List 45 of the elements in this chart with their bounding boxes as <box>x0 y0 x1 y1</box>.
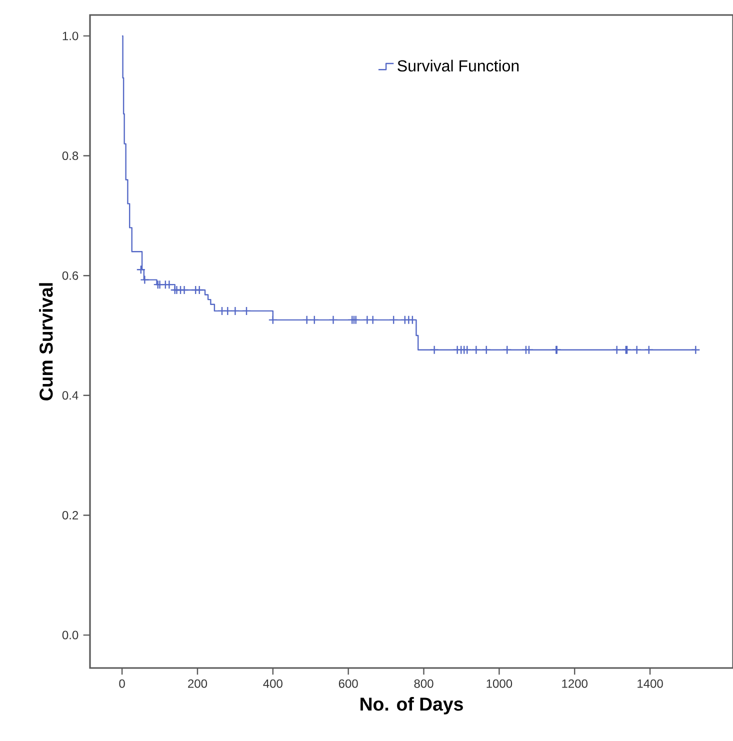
point <box>136 265 146 274</box>
point <box>230 306 240 316</box>
y-tick-label: 0.8 <box>62 152 78 160</box>
point <box>362 315 372 325</box>
point <box>242 306 252 316</box>
point <box>302 315 312 325</box>
x-tick-label: 1200 <box>562 679 588 688</box>
legend-label: Survival Function <box>398 60 519 72</box>
point <box>155 280 164 290</box>
y-tick-label: 0.2 <box>62 510 78 520</box>
point <box>328 315 338 325</box>
y-tick-label: 0.4 <box>62 391 78 400</box>
point <box>632 345 642 354</box>
point <box>482 345 491 354</box>
point <box>408 315 418 325</box>
point <box>430 345 439 354</box>
x-tick-label: 1400 <box>638 679 663 688</box>
x-tick-label: 400 <box>263 679 282 688</box>
point <box>691 345 700 354</box>
point <box>388 315 398 325</box>
point <box>368 315 378 325</box>
point <box>180 285 189 295</box>
point <box>268 315 278 325</box>
point <box>462 345 472 354</box>
point <box>472 345 481 354</box>
point <box>502 345 512 354</box>
y-tick-label: 1.0 <box>62 32 78 40</box>
point <box>223 306 232 316</box>
point <box>524 345 534 354</box>
x-axis-title: No. of Days <box>360 697 463 714</box>
point <box>644 345 654 354</box>
y-tick-label: 0.0 <box>62 630 78 640</box>
point <box>153 280 162 290</box>
y-axis-title: Cum Survival <box>39 283 53 400</box>
x-tick-label: 200 <box>188 679 208 688</box>
x-tick-label: 600 <box>338 679 358 688</box>
point <box>140 275 150 284</box>
x-tick-label: 0 <box>119 679 125 688</box>
y-tick-label: 0.6 <box>62 271 78 280</box>
x-tick-label: 800 <box>414 679 434 688</box>
point <box>612 345 622 354</box>
point <box>348 315 357 325</box>
point <box>310 315 319 325</box>
x-tick-label: 1000 <box>486 679 512 688</box>
point <box>194 285 204 295</box>
